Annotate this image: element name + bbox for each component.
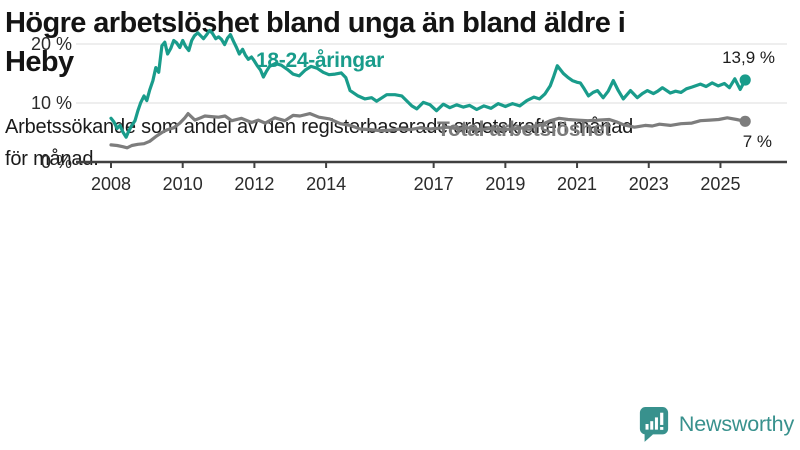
x-axis: 2008 2010 2012 2014 2017 2019 2021 2023 2025 — [76, 160, 787, 194]
series-lines — [109, 28, 751, 150]
series-label-total: Total arbetslöshet — [437, 118, 611, 141]
title-line-2: Heby — [5, 45, 74, 78]
end-value-label-total: 7 % — [743, 132, 772, 151]
newsworthy-wordmark: Newsworthy — [678, 411, 794, 436]
gridlines — [76, 43, 787, 104]
subtitle-line-2: för månad. — [5, 147, 99, 170]
y-axis-label-0: 0 % — [41, 152, 72, 172]
x-tick-label-2014: 2014 — [306, 174, 346, 194]
series-end-dot-total — [739, 115, 751, 127]
unemployment-line-chart: 20 % 10 % 0 % 18-24-åringar Total arbets… — [31, 28, 787, 194]
x-tick-label-2017: 2017 — [414, 174, 454, 194]
chart-labels: 20 % 10 % 0 % 18-24-åringar Total arbets… — [31, 34, 775, 172]
x-tick-label-2012: 2012 — [234, 174, 274, 194]
end-value-label-18-24: 13,9 % — [722, 48, 775, 67]
x-tick-label-2023: 2023 — [629, 174, 669, 194]
x-tick-label-2008: 2008 — [91, 174, 131, 194]
series-label-18-24: 18-24-åringar — [256, 49, 384, 72]
series-end-dot-18-24 — [739, 74, 751, 86]
newsworthy-logo: Newsworthy — [638, 405, 794, 443]
y-axis-label-10: 10 % — [31, 93, 72, 113]
page-title: Högre arbetslöshet bland unga än bland ä… — [5, 4, 745, 81]
series-line-18-24 — [109, 28, 747, 139]
y-axis-label-20: 20 % — [31, 34, 72, 54]
x-tick-label-2019: 2019 — [485, 174, 525, 194]
x-tick-label-2010: 2010 — [163, 174, 203, 194]
x-tick-label-2025: 2025 — [700, 174, 740, 194]
newsworthy-chart-bubble-icon — [639, 407, 669, 442]
x-tick-label-2021: 2021 — [557, 174, 597, 194]
series-line-total — [109, 111, 747, 150]
title-line-1: Högre arbetslöshet bland unga än bland ä… — [5, 7, 626, 39]
